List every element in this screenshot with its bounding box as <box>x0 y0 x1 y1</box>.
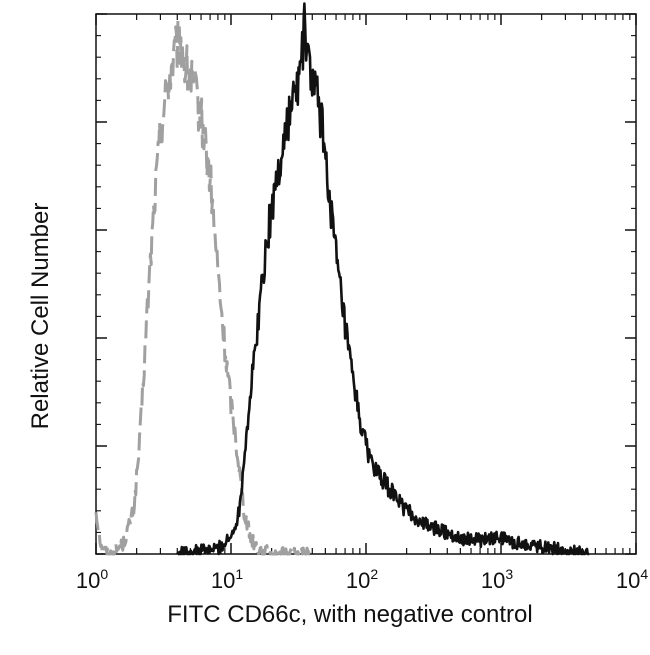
y-ticks <box>96 13 636 555</box>
x-major-ticks <box>95 14 637 554</box>
y-axis-title: Relative Cell Number <box>27 203 54 430</box>
x-tick-label: 104 <box>616 566 648 593</box>
x-axis-title: FITC CD66c, with negative control <box>167 601 532 628</box>
x-tick-label: 102 <box>346 566 378 593</box>
x-tick-label: 101 <box>211 566 243 593</box>
cd66c-series-line <box>176 2 590 556</box>
x-tick-label: 100 <box>76 566 108 593</box>
x-tick-label: 103 <box>481 566 513 593</box>
plot-frame <box>95 13 637 555</box>
series-group <box>94 2 590 556</box>
negative-control-series-line <box>94 18 314 556</box>
x-tick-labels: 100 101 102 103 104 <box>76 566 648 593</box>
